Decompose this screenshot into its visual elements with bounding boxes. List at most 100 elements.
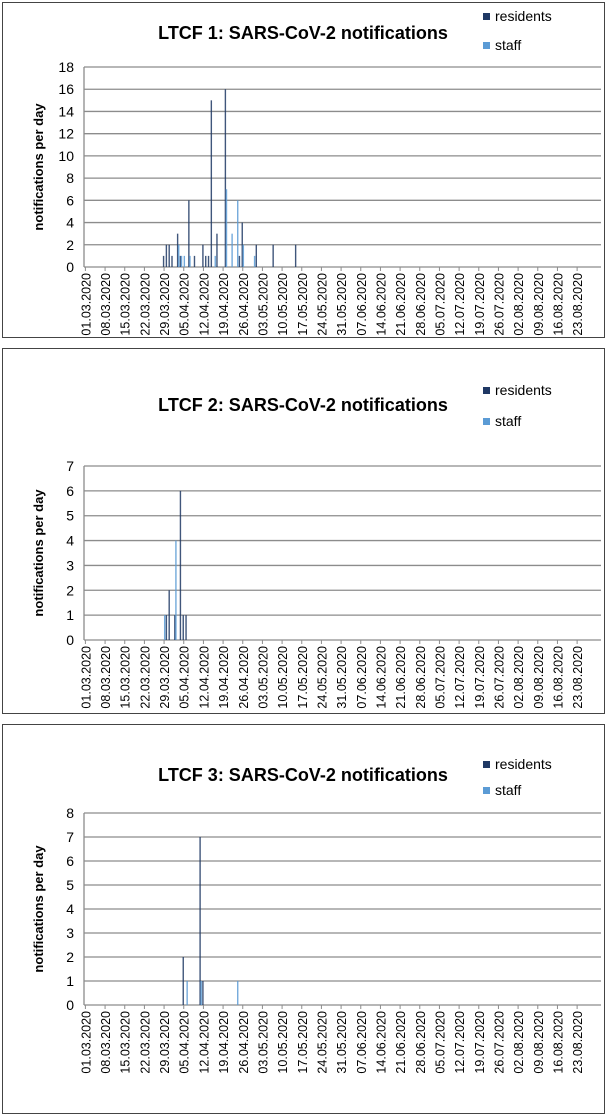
legend-label-residents: residents [495,382,552,398]
x-tick-label: 22.03.2020 [138,646,152,709]
x-tick-label: 08.03.2020 [99,1011,113,1074]
bar-staff [237,200,239,267]
bar-residents [241,222,243,267]
x-tick-label: 29.03.2020 [158,646,172,709]
y-tick-label: 6 [66,192,74,208]
y-axis-label: notifications per day [31,103,46,231]
y-tick-label: 6 [66,853,74,869]
y-tick-label: 4 [66,533,74,549]
bar-staff [231,233,233,267]
y-tick-label: 4 [66,215,74,231]
x-tick-label: 19.04.2020 [217,1011,231,1074]
x-tick-label: 09.08.2020 [532,1011,546,1074]
x-tick-label: 16.08.2020 [551,646,565,709]
bar-staff [225,189,228,267]
chart-2: LTCF 2: SARS-CoV-2 notifications resident… [31,382,601,709]
x-tick-label: 17.05.2020 [296,646,310,709]
y-tick-label: 16 [58,81,74,97]
y-tick-label: 7 [66,458,74,474]
x-tick-label: 19.04.2020 [217,273,231,336]
x-tick-label: 12.04.2020 [197,273,211,336]
legend-label-staff: staff [495,413,521,429]
x-tick-label: 23.08.2020 [571,1011,585,1074]
y-tick-label: 1 [66,607,74,623]
x-tick-label: 01.03.2020 [79,273,93,336]
x-tick-label: 03.05.2020 [256,646,270,709]
x-tick-label: 15.03.2020 [119,646,133,709]
bar-staff [175,540,177,640]
x-tick-label: 29.03.2020 [158,1011,172,1074]
x-tick-label: 31.05.2020 [335,273,349,336]
y-tick-label: 5 [66,508,74,524]
y-axis-label: notifications per day [31,489,46,617]
y-tick-label: 6 [66,483,74,499]
x-tick-label: 07.06.2020 [355,273,369,336]
x-tick-label: 14.06.2020 [374,1011,388,1074]
x-tick-label: 09.08.2020 [532,273,546,336]
bar-residents [202,981,204,1005]
x-tick-label: 28.06.2020 [414,646,428,709]
x-tick-label: 08.03.2020 [99,273,113,336]
bar-residents [179,255,182,267]
x-tick-label: 28.06.2020 [414,273,428,336]
x-tick-label: 05.04.2020 [178,1011,192,1074]
bar-residents [162,255,165,267]
x-tick-label: 26.07.2020 [492,273,506,336]
x-tick-label: 19.07.2020 [473,646,487,709]
bar-residents [216,233,218,267]
bar-staff [180,255,183,267]
x-tick-label: 21.06.2020 [394,646,408,709]
legend-swatch-residents [483,761,490,768]
bar-residents [294,244,297,267]
bar-residents [168,244,170,267]
x-tick-label: 03.05.2020 [256,1011,270,1074]
x-tick-label: 05.07.2020 [433,1011,447,1074]
bar-residents [182,957,184,1005]
bar-staff [253,255,256,267]
bar-residents [165,244,168,267]
y-tick-label: 10 [58,148,74,164]
bar-residents [202,244,204,267]
y-tick-label: 7 [66,829,74,845]
x-tick-label: 05.07.2020 [433,646,447,709]
chart-3: LTCF 3: SARS-CoV-2 notifications resident… [31,756,601,1074]
x-tick-label: 26.07.2020 [492,646,506,709]
x-tick-label: 02.08.2020 [512,273,526,336]
x-tick-label: 15.03.2020 [119,1011,133,1074]
bar-staff [163,615,166,640]
x-tick-label: 01.03.2020 [79,646,93,709]
bar-residents [193,255,196,267]
x-tick-label: 02.08.2020 [512,1011,526,1074]
y-tick-label: 12 [58,126,74,142]
x-tick-label: 12.07.2020 [453,646,467,709]
bar-residents [174,615,176,640]
x-tick-label: 22.03.2020 [138,273,152,336]
y-tick-label: 2 [66,949,74,965]
legend-swatch-staff [483,418,490,425]
y-tick-label: 0 [66,632,74,648]
bar-staff [214,255,216,267]
bar-staff [186,981,188,1005]
bar-staff [200,981,202,1005]
x-tick-label: 16.08.2020 [551,273,565,336]
bar-staff [242,244,245,267]
x-tick-label: 29.03.2020 [158,273,172,336]
bar-residents [188,200,190,267]
x-tick-label: 07.06.2020 [355,646,369,709]
x-tick-label: 05.04.2020 [178,646,192,709]
x-tick-label: 17.05.2020 [296,1011,310,1074]
x-tick-label: 10.05.2020 [276,1011,290,1074]
x-tick-label: 31.05.2020 [335,1011,349,1074]
chart-panel-1: LTCF 1: SARS-CoV-2 notifications resident… [2,2,605,338]
x-tick-label: 21.06.2020 [394,1011,408,1074]
x-tick-label: 24.05.2020 [315,646,329,709]
y-tick-label: 5 [66,877,74,893]
bar-residents [272,244,274,267]
x-tick-label: 19.07.2020 [473,1011,487,1074]
legend-swatch-staff [483,787,490,794]
x-tick-label: 12.07.2020 [453,273,467,336]
x-tick-label: 23.08.2020 [571,646,585,709]
bar-residents [171,255,173,267]
bar-residents [185,615,187,640]
x-tick-label: 24.05.2020 [315,273,329,336]
